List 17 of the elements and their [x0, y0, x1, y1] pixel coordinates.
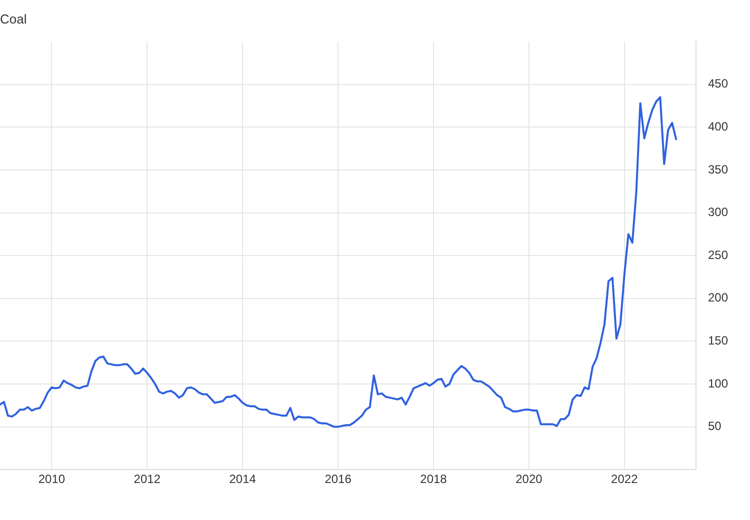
- y-tick-label: 200: [708, 290, 728, 305]
- y-tick-label: 300: [708, 205, 728, 220]
- x-tick-label: 2022: [611, 472, 638, 486]
- x-tick-label: 2016: [324, 472, 352, 486]
- x-tick-label: 2014: [229, 472, 256, 486]
- y-tick-label: 250: [708, 248, 728, 262]
- x-tick-label: 2012: [134, 472, 161, 486]
- y-tick-label: 450: [708, 76, 728, 91]
- y-tick-label: 350: [708, 162, 728, 176]
- x-tick-label: 2010: [38, 472, 66, 486]
- y-tick-label: 400: [708, 120, 728, 134]
- x-tick-label: 2020: [516, 472, 543, 486]
- y-tick-label: 150: [708, 334, 728, 348]
- y-tick-label: 50: [708, 419, 722, 434]
- y-tick-label: 100: [708, 376, 728, 390]
- chart-title: Coal: [0, 11, 27, 26]
- x-tick-label: 2018: [420, 472, 448, 486]
